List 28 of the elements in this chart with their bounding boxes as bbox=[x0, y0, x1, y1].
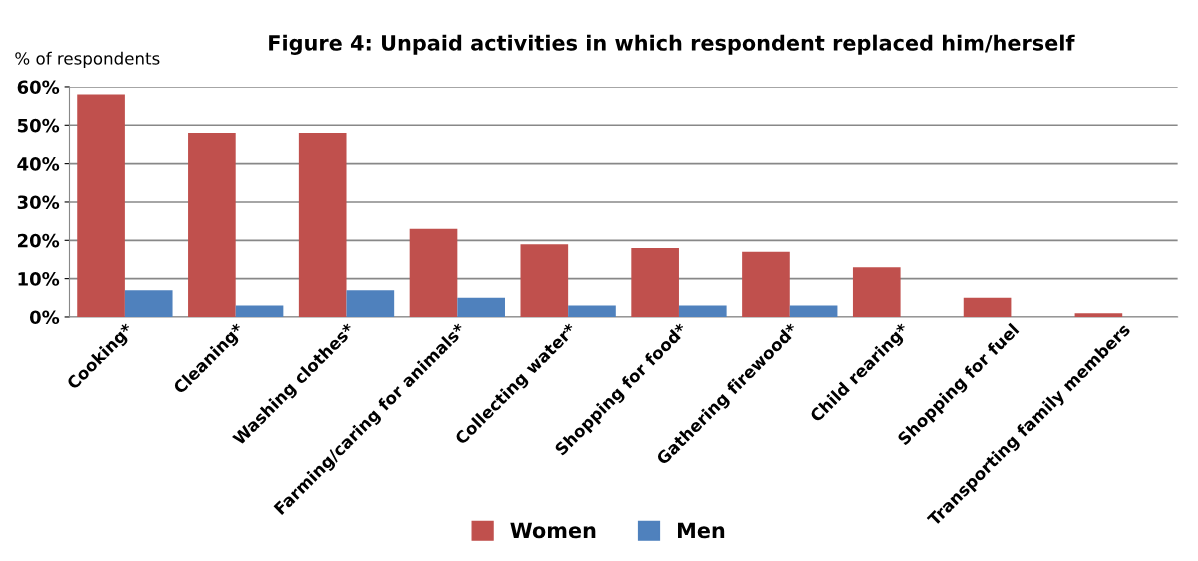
bar bbox=[568, 305, 616, 317]
bar bbox=[1074, 313, 1123, 317]
y-tick-label: 30% bbox=[17, 195, 60, 210]
y-tick-label: 60% bbox=[17, 80, 60, 95]
bar bbox=[77, 94, 125, 317]
bar bbox=[852, 267, 901, 317]
y-tick-label: 10% bbox=[18, 272, 60, 286]
bar bbox=[457, 297, 505, 317]
bar bbox=[742, 251, 790, 317]
y-tick-label: 0% bbox=[29, 310, 60, 325]
bar bbox=[631, 247, 679, 317]
legend-label: Women bbox=[510, 522, 596, 539]
bar bbox=[520, 244, 569, 317]
bar bbox=[235, 305, 284, 317]
y-tick-label: 50% bbox=[17, 118, 60, 133]
y-axis-title: % of respondents bbox=[15, 51, 160, 68]
bar bbox=[678, 305, 727, 317]
bar bbox=[409, 228, 458, 317]
legend-label: Men bbox=[678, 522, 725, 539]
bar bbox=[298, 132, 347, 317]
bar bbox=[963, 297, 1012, 317]
y-tick-label: 40% bbox=[17, 157, 60, 171]
y-tick-label: 20% bbox=[17, 233, 60, 248]
chart-title: Figure 4: Unpaid activities in which respondent replaced him/herself bbox=[269, 34, 1075, 55]
bar bbox=[188, 132, 236, 317]
bar bbox=[124, 290, 173, 317]
bar bbox=[346, 290, 395, 317]
bar bbox=[789, 305, 838, 317]
